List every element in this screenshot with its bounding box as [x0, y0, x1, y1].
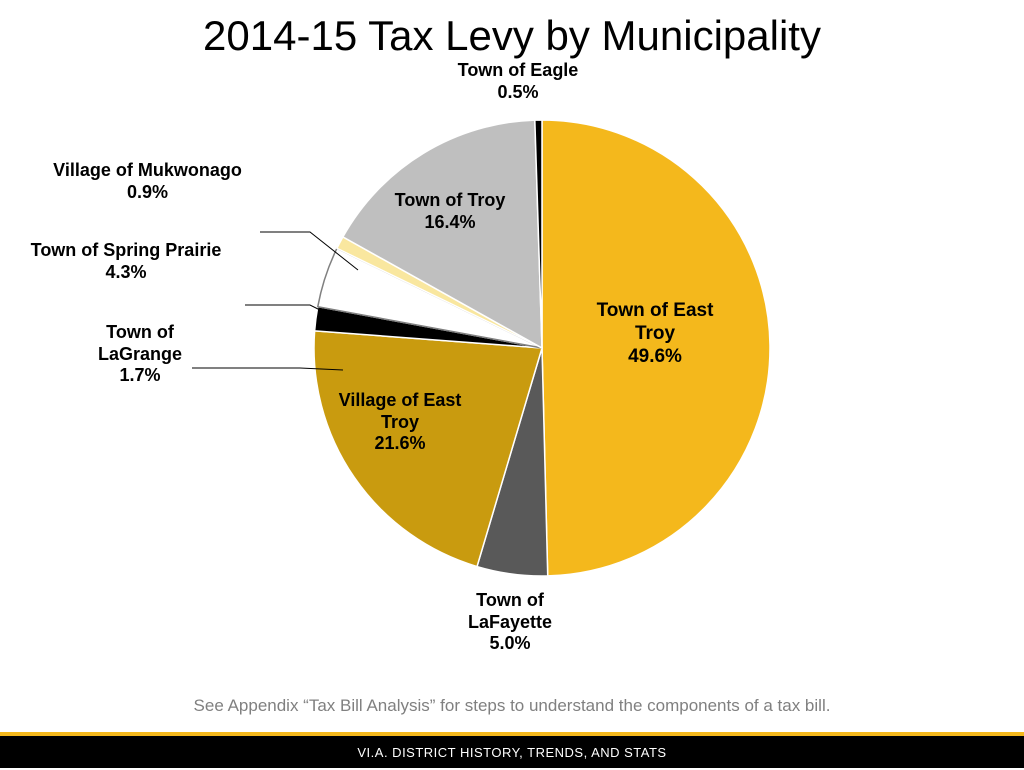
footnote-text: See Appendix “Tax Bill Analysis” for ste… [0, 696, 1024, 716]
label-spring-prairie: Town of Spring Prairie 4.3% [8, 240, 244, 283]
page-title: 2014-15 Tax Levy by Municipality [0, 0, 1024, 60]
label-troy: Town of Troy 16.4% [380, 190, 520, 233]
label-village-et: Village of East Troy 21.6% [320, 390, 480, 455]
label-lafayette: Town of LaFayette 5.0% [450, 590, 570, 655]
label-mukwonago: Village of Mukwonago 0.9% [35, 160, 260, 203]
footer-bar: VI.A. DISTRICT HISTORY, TRENDS, AND STAT… [0, 732, 1024, 768]
label-east-troy: Town of East Troy 49.6% [580, 300, 730, 368]
pie-chart: Town of Eagle 0.5% Town of Troy 16.4% Vi… [0, 60, 1024, 670]
label-lagrange: Town of LaGrange 1.7% [85, 322, 195, 387]
label-eagle: Town of Eagle 0.5% [438, 60, 598, 103]
